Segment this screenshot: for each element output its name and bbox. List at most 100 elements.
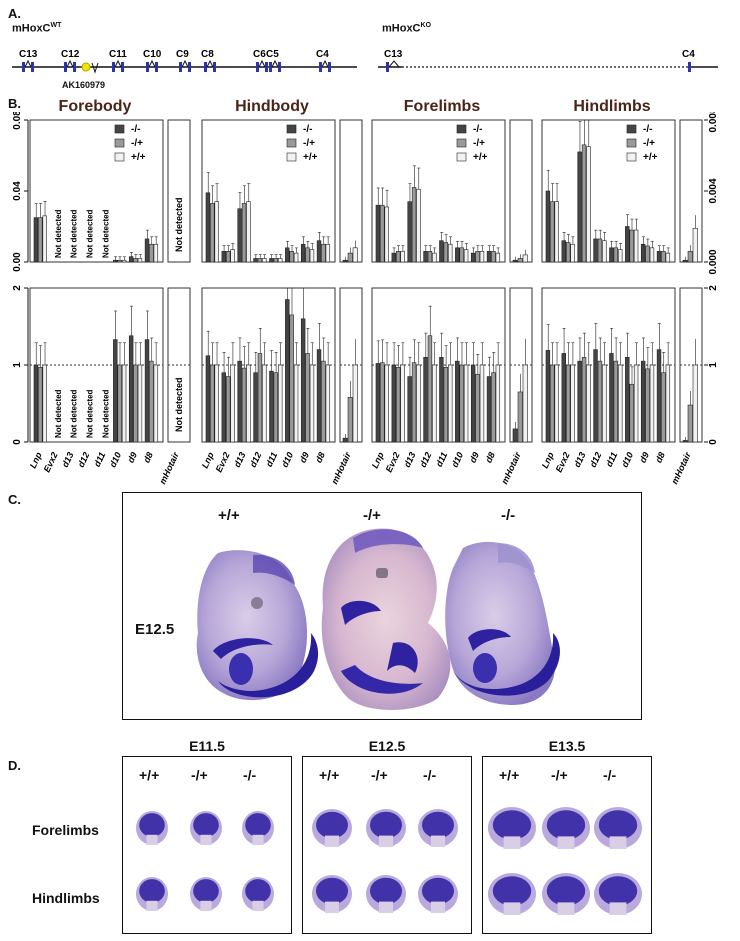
- stage-label: E12.5: [135, 621, 175, 638]
- legend-swatch: [286, 152, 297, 162]
- x-tick-label: d12: [248, 451, 264, 469]
- genotype-het: -/+: [191, 767, 208, 783]
- bar: [257, 258, 263, 263]
- x-tick-label: d10: [108, 451, 124, 469]
- bar: [581, 144, 587, 263]
- bar: [42, 215, 47, 263]
- bar: [602, 240, 607, 263]
- bar: [665, 252, 671, 263]
- bar: [285, 247, 290, 263]
- bar: [133, 364, 138, 443]
- limb-bud-stain: [422, 877, 454, 905]
- bar: [629, 383, 634, 443]
- bar: [273, 372, 279, 443]
- legend-swatch: [626, 138, 637, 148]
- bar: [246, 364, 251, 443]
- bar: [479, 364, 485, 443]
- legend-label: -/-: [303, 124, 312, 135]
- gene-label: C10: [143, 49, 162, 60]
- bar: [225, 251, 231, 263]
- genotype-ko: -/-: [243, 767, 257, 783]
- intron-mark: [388, 60, 400, 68]
- bar: [448, 243, 453, 263]
- limb-bud-stalk: [609, 902, 627, 915]
- bar: [550, 201, 555, 263]
- bar: [230, 249, 235, 263]
- exon-mark: [121, 62, 124, 72]
- bar: [278, 258, 283, 263]
- x-tick-label: d9: [467, 451, 481, 465]
- limb-bud-stain: [316, 877, 348, 905]
- bar: [400, 251, 405, 263]
- legend-swatch: [626, 124, 637, 134]
- bar: [423, 251, 428, 263]
- chart-frame: [541, 119, 676, 263]
- x-tick-label: d13: [232, 451, 248, 469]
- genotype-wt: +/+: [139, 767, 160, 783]
- whole-mount-panel: +/+ -/+ -/- E12.5: [122, 492, 642, 720]
- limb-bud-stain: [598, 810, 638, 840]
- hotair-bar: [687, 404, 693, 443]
- bar: [491, 251, 496, 263]
- bar: [545, 350, 551, 443]
- limb-bud-stain: [546, 876, 586, 906]
- limb-bud-stain: [316, 811, 348, 839]
- x-tick-label: mHotair: [499, 450, 523, 485]
- gene-label: C13: [19, 49, 38, 60]
- bar: [205, 355, 211, 443]
- limb-bud-stalk: [379, 901, 393, 913]
- bar: [411, 362, 417, 443]
- hotair-bar: [517, 391, 523, 443]
- bar: [486, 251, 492, 263]
- genotype-het: -/+: [363, 507, 381, 524]
- bar: [565, 364, 571, 443]
- bar: [479, 251, 485, 263]
- bar: [491, 372, 496, 443]
- limb-bud: [366, 809, 406, 847]
- bar: [400, 364, 405, 443]
- limb-bud: [312, 875, 352, 913]
- bar: [253, 372, 258, 443]
- intron-mark: [148, 59, 156, 68]
- exon-mark: [278, 62, 281, 72]
- limb-bud: [242, 811, 274, 845]
- legend-swatch: [456, 124, 467, 134]
- bar: [225, 376, 231, 443]
- bar: [625, 357, 630, 443]
- x-tick-label: d13: [402, 451, 418, 469]
- row-label-forelimbs: Forelimbs: [32, 822, 99, 838]
- gene-label: C8: [201, 49, 214, 60]
- bar: [455, 360, 460, 443]
- limb-bud: [242, 877, 274, 911]
- limb-bud: [542, 873, 590, 915]
- bar: [210, 364, 215, 443]
- panel-d-label: D.: [8, 758, 21, 773]
- x-tick-label: Lnp: [28, 450, 44, 470]
- hotair-bar: [347, 252, 353, 263]
- bar: [278, 364, 283, 443]
- marker-caret: [91, 62, 99, 74]
- bar: [661, 251, 666, 263]
- bar: [257, 353, 263, 443]
- bar: [325, 364, 331, 443]
- bar: [593, 349, 598, 443]
- bar: [495, 252, 501, 263]
- bar: [237, 360, 242, 443]
- limb-bud-stain: [245, 879, 271, 903]
- bar: [432, 252, 437, 263]
- legend-swatch: [114, 124, 125, 134]
- hotair-bar: [517, 258, 523, 263]
- legend-label: -/+: [131, 138, 143, 149]
- bar: [586, 364, 591, 443]
- marker-dot: [81, 62, 91, 72]
- x-tick-label: mHotair: [157, 450, 181, 485]
- limb-box-e12-5: +/+ -/+ -/-: [302, 756, 472, 934]
- bar: [305, 247, 310, 263]
- ko-locus-title: mHoxCKO: [382, 22, 432, 35]
- bar: [427, 335, 433, 443]
- bar: [38, 217, 43, 263]
- not-detected-label: Not detected: [174, 197, 184, 252]
- y-tick-label: 0: [708, 439, 719, 445]
- bar: [470, 252, 476, 263]
- hotair-bar: [522, 364, 528, 443]
